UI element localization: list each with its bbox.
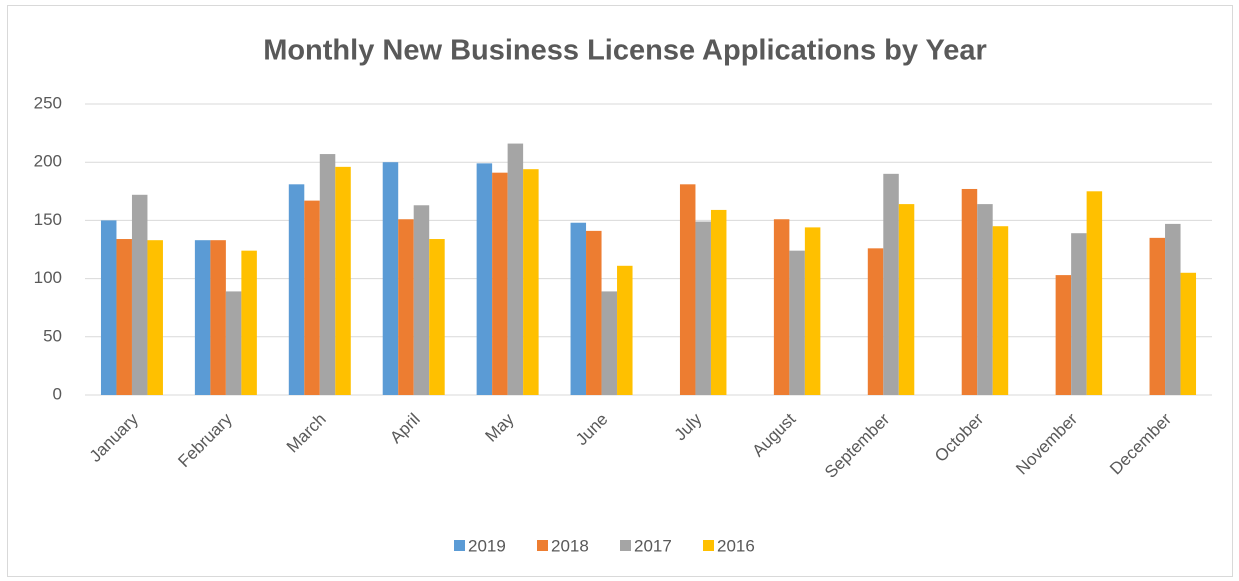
bar xyxy=(1086,191,1103,395)
bar xyxy=(398,219,414,395)
bar xyxy=(773,219,790,395)
bar xyxy=(898,204,915,395)
bar xyxy=(867,248,884,395)
bar xyxy=(131,194,148,395)
bar xyxy=(1165,223,1181,395)
legend-swatch xyxy=(703,540,714,551)
legend-label: 2018 xyxy=(551,536,589,555)
y-tick-label: 50 xyxy=(43,326,62,345)
bar xyxy=(225,291,242,395)
bar xyxy=(476,163,493,395)
legend-label: 2019 xyxy=(468,536,506,555)
legend-label: 2016 xyxy=(717,536,755,555)
legend-label: 2017 xyxy=(634,536,672,555)
bar xyxy=(147,240,163,395)
bar xyxy=(413,205,430,395)
legend-swatch xyxy=(620,540,631,551)
y-tick-label: 250 xyxy=(34,93,62,112)
bar xyxy=(335,166,351,395)
bar xyxy=(804,227,821,395)
bar xyxy=(1071,233,1087,395)
y-tick-label: 0 xyxy=(53,384,62,403)
bar xyxy=(241,250,257,395)
bar xyxy=(586,230,602,395)
bar xyxy=(992,226,1009,395)
bar xyxy=(977,204,993,395)
bar xyxy=(695,221,711,395)
legend-swatch xyxy=(454,540,465,551)
bar xyxy=(288,184,305,395)
bar xyxy=(116,239,132,395)
bar xyxy=(1055,275,1072,395)
bar xyxy=(194,240,211,395)
bar xyxy=(1149,237,1166,395)
bar xyxy=(319,154,336,395)
y-tick-label: 200 xyxy=(34,152,62,171)
bar xyxy=(210,240,226,395)
bar xyxy=(679,184,696,395)
bar xyxy=(710,209,727,395)
bar xyxy=(617,265,633,395)
chart-title: Monthly New Business License Application… xyxy=(263,35,987,67)
y-tick-label: 150 xyxy=(34,210,62,229)
bar xyxy=(570,222,587,395)
bar xyxy=(1180,272,1197,395)
legend-swatch xyxy=(537,540,548,551)
y-tick-label: 100 xyxy=(34,268,62,287)
bar xyxy=(523,169,539,395)
bar xyxy=(492,172,508,395)
bar xyxy=(601,291,618,395)
bar xyxy=(789,250,805,395)
bar xyxy=(304,200,320,395)
bar xyxy=(382,162,399,395)
bar xyxy=(507,143,524,395)
bar xyxy=(100,220,117,395)
bar xyxy=(961,188,978,395)
bar xyxy=(429,239,445,395)
bar xyxy=(883,173,899,395)
